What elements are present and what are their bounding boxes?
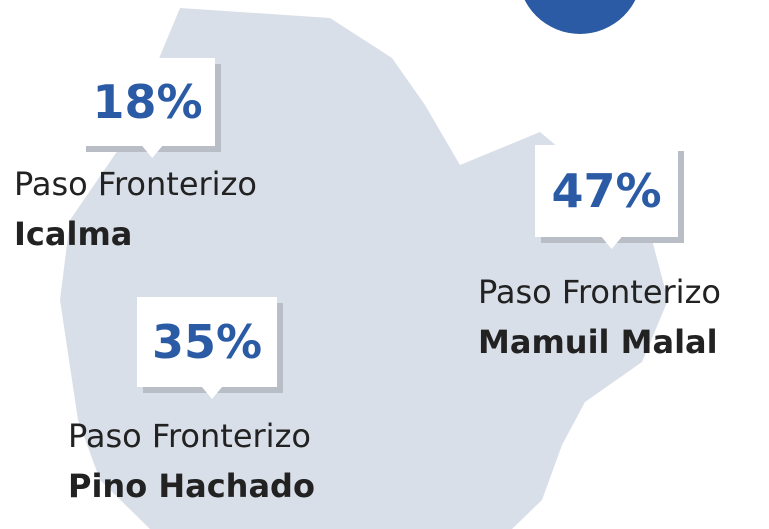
crossing-name: Pino Hachado [68,467,315,505]
callout-box [137,297,277,399]
crossing-prefix: Paso Fronterizo [14,165,257,203]
percent-label: 18% [92,75,202,129]
crossing-prefix: Paso Fronterizo [478,273,721,311]
badge-circle [524,0,636,34]
callout-box [535,145,678,249]
crossing-prefix: Paso Fronterizo [68,417,311,455]
percent-label: 47% [551,164,661,218]
percent-label: 35% [152,315,262,369]
crossing-name: Icalma [14,215,132,253]
callout-box [80,58,215,158]
crossing-name: Mamuil Malal [478,323,718,361]
